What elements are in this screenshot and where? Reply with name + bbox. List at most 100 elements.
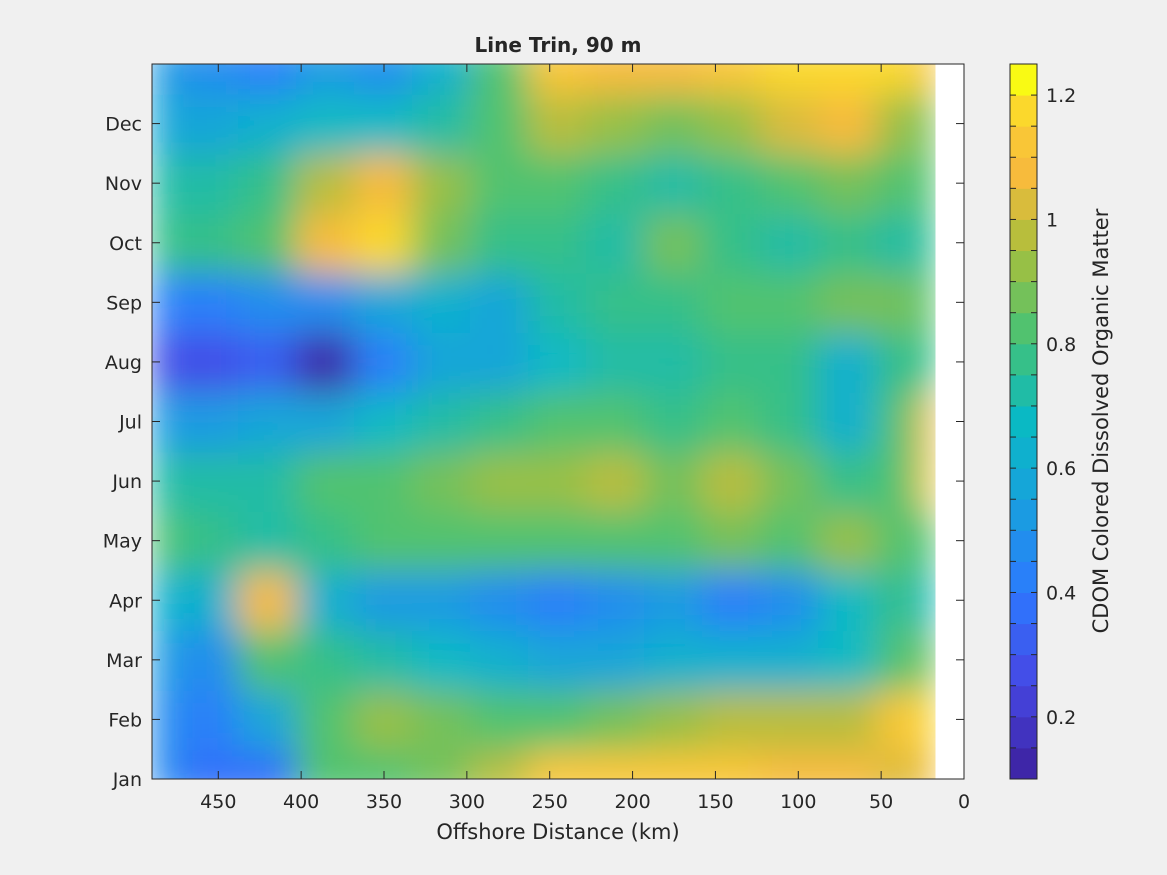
heatmap-cell xyxy=(528,92,588,155)
heatmap-cell xyxy=(586,271,646,334)
colorbar-step xyxy=(1010,312,1037,345)
heatmap-cell xyxy=(412,569,472,632)
heatmap-cell xyxy=(702,509,762,572)
colorbar-step xyxy=(1010,126,1037,158)
heatmap-cell xyxy=(528,629,588,691)
heatmap-cell xyxy=(876,211,920,274)
colorbar-tick-label: 0.2 xyxy=(1046,707,1076,729)
x-axis-label: Offshore Distance (km) xyxy=(436,820,679,844)
heatmap-cell xyxy=(296,390,356,453)
heatmap-cell xyxy=(296,271,356,334)
heatmap-cell xyxy=(152,64,182,95)
colorbar-step xyxy=(1010,219,1037,252)
heatmap-cell xyxy=(818,211,878,274)
colorbar-step xyxy=(1010,64,1037,96)
heatmap-cell xyxy=(470,152,530,214)
heatmap-cell xyxy=(412,390,472,453)
heatmap-cell xyxy=(296,331,356,393)
heatmap-cell xyxy=(470,211,530,274)
heatmap-cell xyxy=(470,271,530,334)
colorbar-step xyxy=(1010,437,1037,469)
heatmap-cell xyxy=(818,748,878,779)
heatmap-cell xyxy=(702,64,762,95)
heatmap-cell xyxy=(412,450,472,512)
y-tick-label: Jan xyxy=(112,769,142,791)
heatmap-cell xyxy=(238,211,298,274)
colorbar-tick-label: 1.2 xyxy=(1046,85,1076,107)
heatmap-cell xyxy=(296,450,356,512)
colorbar-step xyxy=(1010,157,1037,189)
heatmap-cell xyxy=(354,331,414,393)
heatmap-cell xyxy=(917,569,936,632)
heatmap-cell xyxy=(917,92,936,155)
heatmap-cell xyxy=(238,629,298,691)
heatmap-cell xyxy=(760,629,820,691)
colorbar-step xyxy=(1010,95,1037,127)
y-tick-label: Oct xyxy=(109,233,142,255)
y-tick-label: Apr xyxy=(109,590,142,612)
x-tick-label: 400 xyxy=(283,791,319,813)
heatmap-cell xyxy=(760,271,820,334)
heatmap-cell xyxy=(760,92,820,155)
heatmap-cell xyxy=(296,748,356,779)
colorbar-step xyxy=(1010,685,1037,718)
colorbar-ticks: 0.2 0.4 0.6 0.8 1 1.2 xyxy=(1010,85,1076,749)
heatmap-cell xyxy=(818,271,878,334)
heatmap-cell xyxy=(876,688,920,751)
heatmap-cell xyxy=(818,152,878,214)
heatmap-cell xyxy=(644,748,704,779)
colorbar xyxy=(1009,63,1038,780)
heatmap-cell xyxy=(644,569,704,632)
heatmap-cell xyxy=(818,569,878,632)
heatmap-cell xyxy=(818,64,878,95)
heatmap-cell xyxy=(818,92,878,155)
heatmap-cell xyxy=(586,64,646,95)
colorbar-step xyxy=(1010,343,1037,376)
heatmap-cell xyxy=(354,271,414,334)
heatmap-cell xyxy=(528,271,588,334)
heatmap-cell xyxy=(760,390,820,453)
heatmap-cell xyxy=(702,211,762,274)
heatmap-cell xyxy=(917,64,936,95)
y-tick-label: May xyxy=(103,531,142,553)
heatmap-cell xyxy=(470,509,530,572)
heatmap-cell xyxy=(296,629,356,691)
heatmap-cell xyxy=(412,271,472,334)
heatmap-cell xyxy=(296,688,356,751)
heatmap-cell xyxy=(412,152,472,214)
heatmap-cell xyxy=(818,688,878,751)
heatmap-cell xyxy=(470,92,530,155)
heatmap-cell xyxy=(296,64,356,95)
y-tick-label: Nov xyxy=(105,173,142,195)
heatmap-cell xyxy=(644,629,704,691)
heatmap-cell xyxy=(470,390,530,453)
y-tick-label: Sep xyxy=(106,292,142,314)
heatmap-cell xyxy=(760,211,820,274)
heatmap-cell xyxy=(180,92,240,155)
heatmap-cell xyxy=(586,688,646,751)
heatmap-cell xyxy=(354,92,414,155)
heatmap-cell xyxy=(152,748,182,779)
heatmap-cell xyxy=(876,390,920,453)
x-tick-label: 350 xyxy=(366,791,402,813)
heatmap-cell xyxy=(412,509,472,572)
heatmap-cell xyxy=(180,152,240,214)
heatmap-cell xyxy=(586,509,646,572)
colorbar-step xyxy=(1010,374,1037,407)
heatmap-cell xyxy=(917,450,936,512)
colorbar-step xyxy=(1010,716,1037,749)
heatmap-cell xyxy=(644,152,704,214)
heatmap-cell xyxy=(296,211,356,274)
heatmap-cell xyxy=(412,92,472,155)
heatmap-cell xyxy=(238,152,298,214)
colorbar-step xyxy=(1010,281,1037,314)
heatmap-cell xyxy=(586,331,646,393)
heatmap-cell xyxy=(528,211,588,274)
x-tick-label: 0 xyxy=(958,791,970,813)
colorbar-tick-label: 0.6 xyxy=(1046,458,1076,480)
heatmap-cell xyxy=(412,748,472,779)
heatmap-cell xyxy=(180,569,240,632)
heatmap-cell xyxy=(702,569,762,632)
heatmap-cell xyxy=(238,92,298,155)
